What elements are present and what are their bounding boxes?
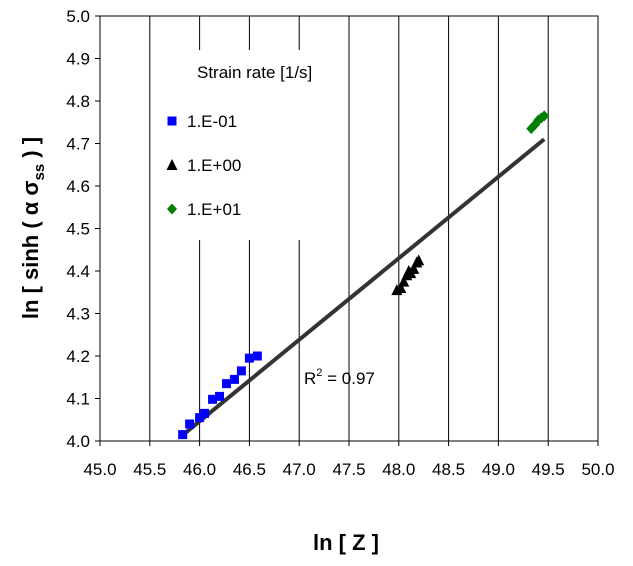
trendline: [180, 137, 546, 438]
data-point: [178, 430, 188, 440]
legend-label: 1.E+01: [187, 200, 241, 219]
y-tick-label: 4.4: [66, 262, 90, 281]
legend-label: 1.E-01: [187, 112, 237, 131]
y-tick-label: 4.9: [66, 50, 90, 69]
data-points: [178, 110, 550, 440]
data-point: [236, 366, 246, 376]
x-tick-label: 46.0: [183, 460, 216, 479]
legend-title: Strain rate [1/s]: [197, 63, 312, 82]
legend-items: 1.E-01 1.E+00 1.E+01: [166, 112, 241, 219]
x-tick-label: 49.5: [532, 460, 565, 479]
data-point: [185, 419, 195, 429]
y-axis-title-subscript: ss: [31, 164, 48, 181]
data-point: [252, 351, 262, 361]
data-point: [215, 391, 225, 401]
data-point: [221, 379, 231, 389]
data-point: [539, 110, 550, 122]
data-point: [408, 262, 420, 274]
x-axis: 45.0 45.5 46.0 46.5 47.0 47.5 48.0 48.5 49.0 49.5…: [83, 441, 615, 479]
data-point: [244, 353, 254, 363]
r-squared-prefix: R: [304, 369, 316, 388]
y-tick-label: 4.5: [66, 220, 90, 239]
data-point: [195, 413, 205, 423]
data-point: [200, 408, 210, 418]
x-tick-label: 47.5: [332, 460, 365, 479]
x-tick-label: 46.5: [233, 460, 266, 479]
y-axis-title-suffix: ) ]: [18, 137, 43, 164]
legend-box: [152, 50, 306, 240]
data-point: [395, 282, 407, 293]
r-squared-superscript: 2: [316, 367, 322, 379]
y-tick-label: 5.0: [66, 7, 90, 26]
x-tick-label: 47.0: [283, 460, 316, 479]
data-point: [208, 394, 218, 404]
r-squared-annotation: R2 = 0.97: [304, 367, 375, 388]
y-tick-label: 4.8: [66, 92, 90, 111]
y-tick-label: 4.6: [66, 177, 90, 196]
data-point: [398, 275, 410, 287]
legend-marker: [167, 116, 177, 126]
legend-marker: [166, 159, 178, 170]
x-tick-label: 48.0: [382, 460, 415, 479]
series-triangle: [391, 254, 425, 296]
x-tick-label: 48.5: [432, 460, 465, 479]
y-axis: 4.0 4.1 4.2 4.3 4.4 4.5 4.6 4.7 4.8 4.9 5.0: [66, 7, 100, 451]
x-tick-label: 45.0: [83, 460, 116, 479]
y-axis-title: ln [ sinh ( α σss ) ]: [18, 137, 48, 319]
y-tick-label: 4.0: [66, 432, 90, 451]
x-axis-title: ln [ Z ]: [313, 530, 379, 555]
y-tick-label: 4.2: [66, 347, 90, 366]
series-square: [178, 351, 262, 440]
x-tick-label: 50.0: [581, 460, 614, 479]
data-point: [229, 374, 239, 384]
y-axis-title-prefix: ln [ sinh ( α σ: [18, 181, 43, 320]
legend-label: 1.E+00: [187, 156, 241, 175]
y-tick-label: 4.1: [66, 390, 90, 409]
legend-marker: [167, 203, 177, 215]
x-tick-label: 49.0: [482, 460, 515, 479]
r-squared-value: = 0.97: [322, 369, 374, 388]
data-point: [413, 254, 425, 266]
x-tick-label: 45.5: [133, 460, 166, 479]
y-tick-label: 4.3: [66, 305, 90, 324]
y-tick-label: 4.7: [66, 135, 90, 154]
legend: Strain rate [1/s] 1.E-01 1.E+00 1.E+01: [152, 50, 312, 240]
series-diamond: [526, 110, 550, 135]
